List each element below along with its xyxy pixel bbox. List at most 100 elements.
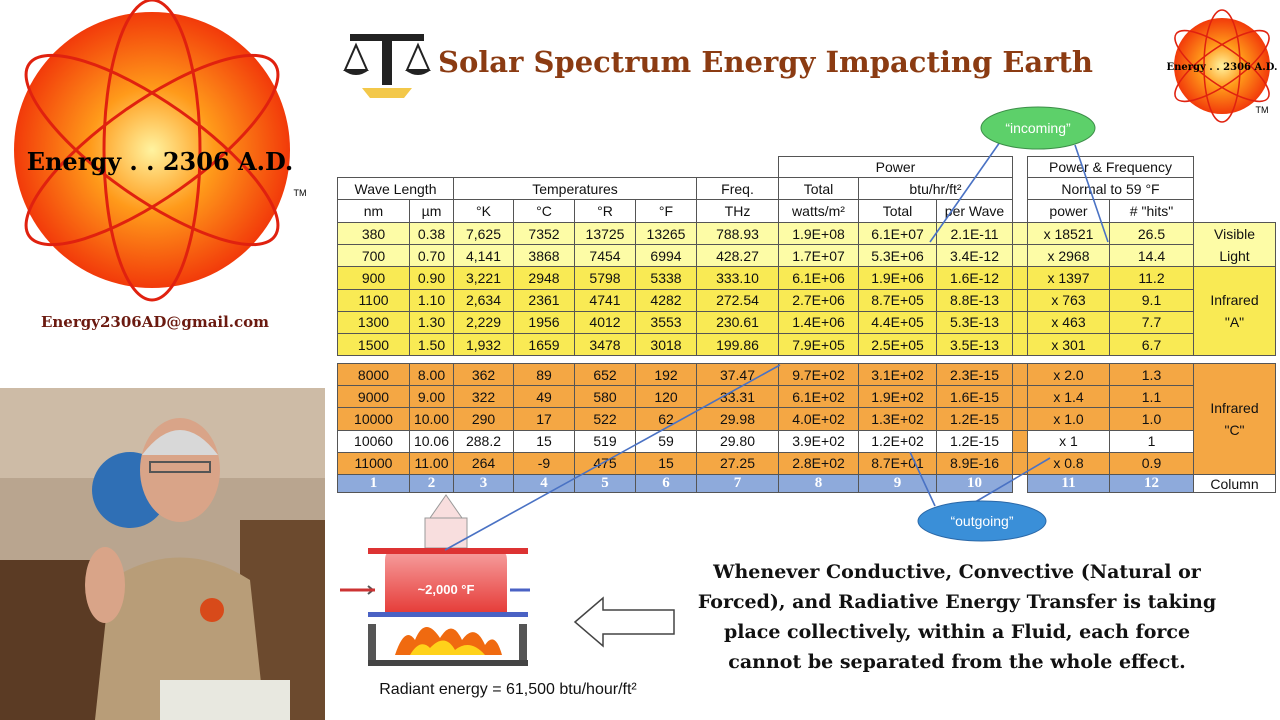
table-cell: 1.9E+08 (778, 222, 859, 246)
column-number: 3 (453, 474, 514, 493)
table-cell: 33.31 (696, 385, 779, 409)
table-cell: 10.00 (409, 407, 454, 431)
group-label: Infrared "C" (1193, 363, 1276, 475)
table-cell: 15 (635, 451, 697, 475)
column-number: 4 (513, 474, 575, 493)
table-cell: x 763 (1027, 288, 1110, 312)
table-cell: 1300 (337, 310, 410, 334)
table-cell: 1.2E-15 (936, 429, 1013, 453)
unit-cell: watts/m² (778, 199, 859, 223)
table-cell: 0.38 (409, 222, 454, 246)
unit-cell: nm (337, 199, 410, 223)
table-cell: 1.1 (1109, 385, 1194, 409)
table-cell: 230.61 (696, 310, 779, 334)
table-cell: 3868 (513, 244, 575, 268)
table-cell: 10000 (337, 407, 410, 431)
table-cell: 264 (453, 451, 514, 475)
group-label-line: Infrared (1210, 292, 1259, 309)
unit-cell: °R (574, 199, 636, 223)
table-cell: 4.4E+05 (858, 310, 937, 334)
table-cell: 290 (453, 407, 514, 431)
header-cell: btu/hr/ft² (858, 177, 1013, 200)
table-cell: 1.2E+02 (858, 429, 937, 453)
unit-cell: °F (635, 199, 697, 223)
unit-cell: # "hits" (1109, 199, 1194, 223)
table-cell: 3553 (635, 310, 697, 334)
table-cell: 8.7E+01 (858, 451, 937, 475)
table-cell: 1.6E-12 (936, 266, 1013, 290)
table-cell: x 0.8 (1027, 451, 1110, 475)
table-cell: 6994 (635, 244, 697, 268)
logo: Energy . . 2306 A.D. TM Energy2306AD@gma… (14, 0, 307, 331)
table-cell: 4,141 (453, 244, 514, 268)
title: Solar Spectrum Energy Impacting Earth (438, 45, 1093, 79)
column-number: 1 (337, 474, 410, 493)
group-label: Infrared "A" (1193, 266, 1276, 357)
unit-cell: °C (513, 199, 575, 223)
table-cell: 1.2E-15 (936, 407, 1013, 431)
table-cell: x 1 (1027, 429, 1110, 453)
column-number: 6 (635, 474, 697, 493)
gap-cell (1012, 288, 1028, 312)
table-cell: 1.3 (1109, 363, 1194, 387)
gap-cell (1012, 385, 1028, 409)
table-cell: 4282 (635, 288, 697, 312)
unit-cell: Total (858, 199, 937, 223)
table-cell: 1,932 (453, 333, 514, 357)
table-cell: 37.47 (696, 363, 779, 387)
table-cell: 7,625 (453, 222, 514, 246)
table-cell: 120 (635, 385, 697, 409)
group-label-line: "A" (1224, 314, 1245, 331)
furnace-diagram: ~2,000 °F Radiant energy = 61,500 btu/ho… (340, 494, 637, 698)
table-cell: 788.93 (696, 222, 779, 246)
table-cell: 4012 (574, 310, 636, 334)
table-cell: 6.7 (1109, 333, 1194, 357)
statement-line: place collectively, within a Fluid, each… (724, 621, 1190, 643)
table-cell: 49 (513, 385, 575, 409)
table-cell: 13265 (635, 222, 697, 246)
table-cell: 1.7E+07 (778, 244, 859, 268)
table-cell: 2.3E-15 (936, 363, 1013, 387)
table-cell: x 18521 (1027, 222, 1110, 246)
table-cell: 3478 (574, 333, 636, 357)
table-cell: 5798 (574, 266, 636, 290)
group-label-line: "C" (1224, 422, 1245, 438)
table-cell: 26.5 (1109, 222, 1194, 246)
table-cell: 1500 (337, 333, 410, 357)
column-number: 12 (1109, 474, 1194, 493)
gap-cell (1012, 266, 1028, 290)
table-cell: 333.10 (696, 266, 779, 290)
furnace-temperature: ~2,000 °F (418, 582, 475, 597)
table-cell: 11.00 (409, 451, 454, 475)
table-cell: 1.4E+06 (778, 310, 859, 334)
table-cell: 0.90 (409, 266, 454, 290)
table-cell: x 1.4 (1027, 385, 1110, 409)
table-cell: 8.8E-13 (936, 288, 1013, 312)
table-cell: 4.0E+02 (778, 407, 859, 431)
table-cell: x 301 (1027, 333, 1110, 357)
header-cell: Freq. (696, 177, 779, 200)
column-number: 5 (574, 474, 636, 493)
gap-cell (1012, 310, 1028, 334)
unit-cell: per Wave (936, 199, 1013, 223)
table-cell: -9 (513, 451, 575, 475)
table-cell: 7352 (513, 222, 575, 246)
header-cell: Wave Length (337, 177, 454, 200)
logo-tm: TM (294, 188, 307, 198)
column-number: 10 (936, 474, 1013, 493)
table-cell: x 2.0 (1027, 363, 1110, 387)
table-cell: 27.25 (696, 451, 779, 475)
table-cell: 0.9 (1109, 451, 1194, 475)
table-cell: 1659 (513, 333, 575, 357)
corner-logo: Energy . . 2306 A.D. TM (1166, 9, 1278, 123)
table-cell: 29.98 (696, 407, 779, 431)
gap-cell (1012, 244, 1028, 268)
table-cell: 2.7E+06 (778, 288, 859, 312)
table-cell: 519 (574, 429, 636, 453)
table-cell: 3.9E+02 (778, 429, 859, 453)
table-cell: 1.10 (409, 288, 454, 312)
gap-cell (1012, 333, 1028, 357)
table-cell: 0.70 (409, 244, 454, 268)
corner-logo-tm: TM (1256, 105, 1269, 115)
table-cell: x 2968 (1027, 244, 1110, 268)
